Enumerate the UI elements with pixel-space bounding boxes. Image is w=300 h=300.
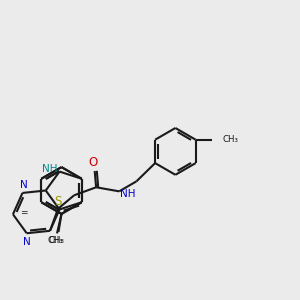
- Text: CH₃: CH₃: [48, 236, 63, 245]
- Text: NH: NH: [42, 164, 58, 174]
- Text: N: N: [20, 179, 28, 190]
- Text: N: N: [23, 237, 31, 247]
- Text: S: S: [54, 195, 62, 208]
- Text: O: O: [88, 156, 98, 170]
- Text: NH: NH: [120, 189, 135, 199]
- Text: CH₃: CH₃: [223, 135, 239, 144]
- Text: =: =: [20, 208, 27, 217]
- Text: CH₃: CH₃: [49, 236, 65, 245]
